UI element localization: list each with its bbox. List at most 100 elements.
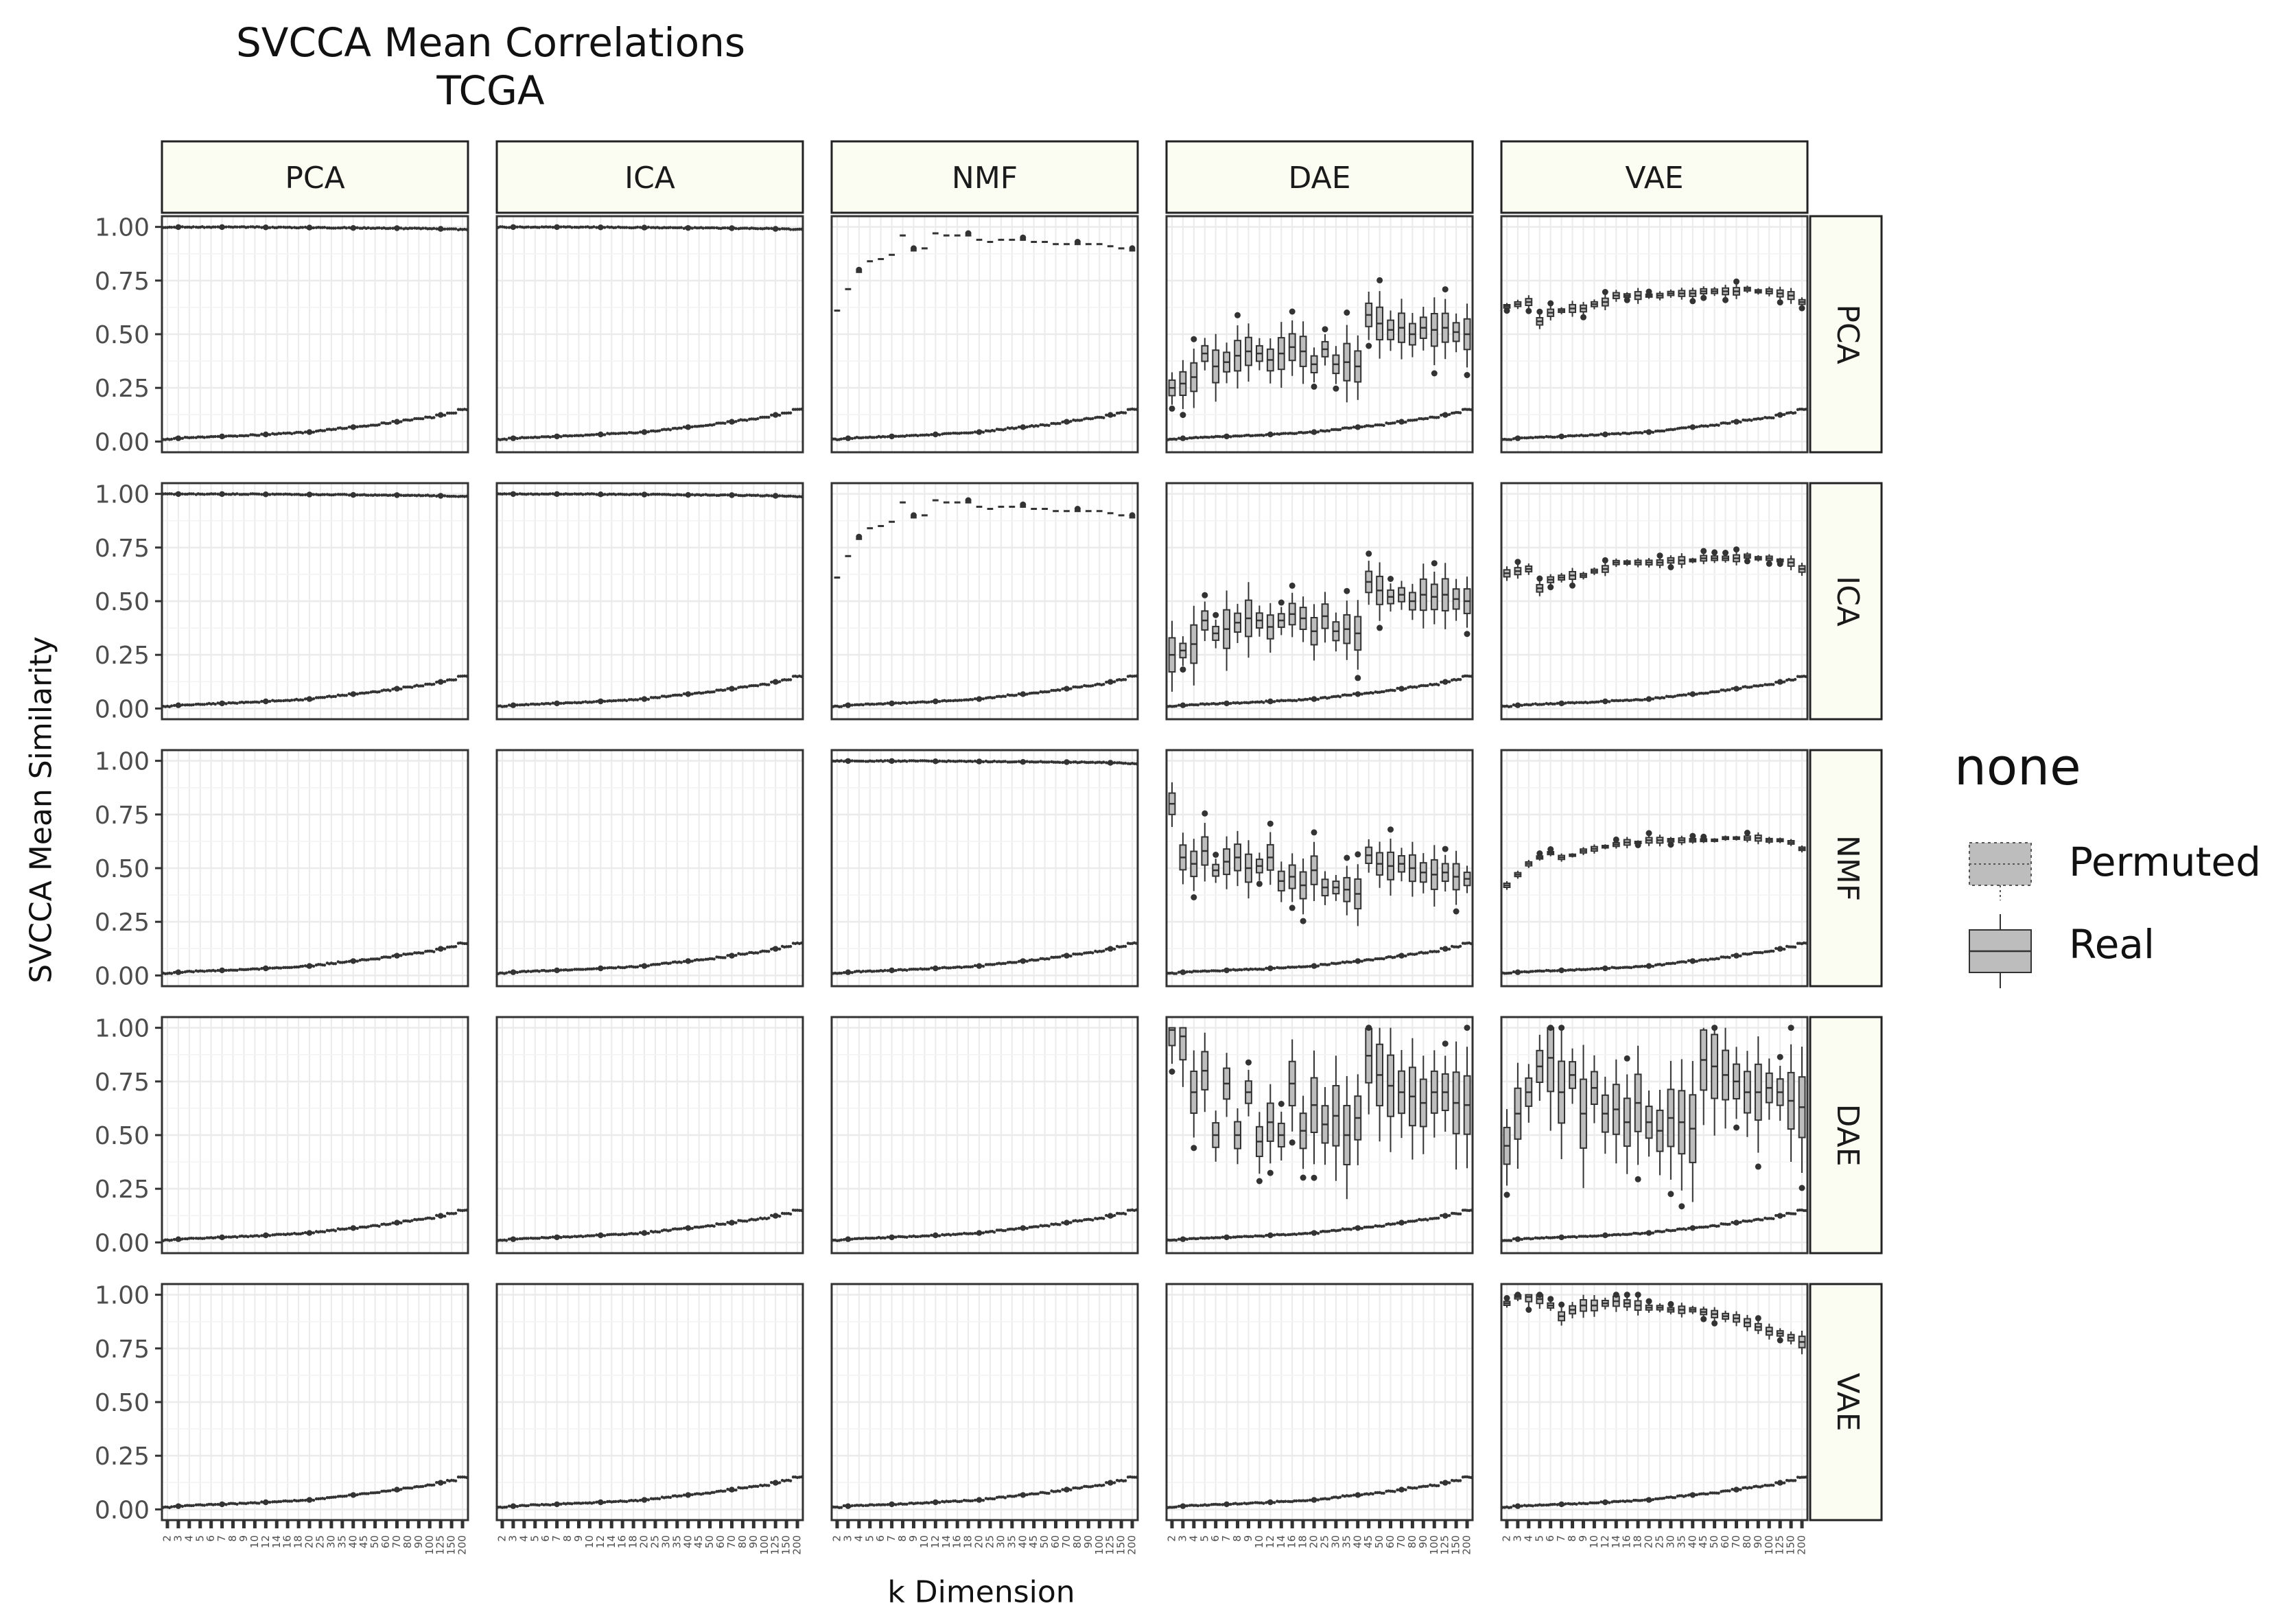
real-point	[169, 226, 174, 229]
permuted-point	[970, 965, 974, 968]
permuted-point	[603, 699, 607, 703]
permuted-point	[515, 436, 519, 441]
real-outlier	[1366, 1025, 1372, 1031]
permuted-point	[1404, 954, 1407, 958]
permuted-point	[355, 959, 359, 963]
permuted-point	[1185, 970, 1189, 974]
permuted-point	[443, 1214, 447, 1218]
permuted-point	[1761, 951, 1764, 955]
real-point	[526, 492, 530, 495]
permuted-point	[1371, 691, 1374, 695]
permuted-point	[1295, 966, 1298, 969]
permuted-point	[1284, 966, 1287, 970]
permuted-point	[1262, 968, 1265, 971]
permuted-point-outlier	[976, 963, 983, 969]
permuted-point	[778, 947, 782, 951]
real-point-outlier	[350, 492, 356, 498]
permuted-point	[1185, 1237, 1189, 1241]
permuted-point	[1750, 419, 1753, 422]
permuted-point	[1651, 964, 1655, 968]
real-point	[399, 493, 403, 497]
permuted-point	[581, 700, 585, 704]
permuted-point	[960, 431, 963, 435]
permuted-point	[1382, 1224, 1385, 1228]
permuted-point	[1393, 955, 1396, 959]
real-point	[366, 226, 370, 230]
permuted-point	[1284, 432, 1287, 435]
real-point	[1003, 760, 1007, 763]
real-point	[454, 495, 458, 498]
real-point	[970, 760, 974, 763]
permuted-point	[366, 958, 370, 961]
permuted-point	[1185, 703, 1189, 707]
real-point-outlier	[641, 491, 648, 498]
permuted-point	[344, 1227, 348, 1231]
permuted-point	[1316, 430, 1320, 434]
permuted-point	[290, 966, 294, 969]
real-point-outlier	[263, 224, 269, 231]
permuted-point	[312, 697, 316, 701]
permuted-point-outlier	[306, 1230, 313, 1236]
permuted-point	[1783, 680, 1786, 684]
permuted-point-outlier	[729, 419, 735, 425]
permuted-point-outlier	[933, 698, 939, 705]
permuted-point	[883, 968, 887, 972]
permuted-point	[734, 687, 738, 690]
real-outlier	[1777, 561, 1783, 568]
real-outlier	[1744, 558, 1750, 565]
permuted-point-outlier	[1689, 424, 1696, 430]
real-outlier	[1344, 854, 1350, 861]
real-outlier	[965, 230, 972, 237]
permuted-point	[938, 966, 941, 970]
real-point	[960, 759, 963, 763]
permuted-point	[388, 689, 392, 692]
permuted-point-outlier	[641, 1230, 648, 1236]
permuted-point	[1113, 947, 1116, 951]
real-outlier	[1180, 666, 1186, 673]
real-outlier	[1431, 370, 1438, 377]
real-outlier	[1289, 905, 1296, 911]
real-outlier	[1733, 278, 1739, 285]
permuted-point	[905, 1235, 909, 1239]
permuted-point	[839, 971, 843, 975]
permuted-point	[767, 683, 771, 686]
real-outlier	[1377, 625, 1383, 631]
real-outlier	[1442, 286, 1449, 293]
permuted-point	[992, 1231, 996, 1234]
permuted-point	[1586, 701, 1589, 705]
real-point	[646, 493, 651, 497]
permuted-point	[1426, 951, 1429, 955]
permuted-point-outlier	[1645, 429, 1652, 435]
permuted-point	[1047, 957, 1051, 961]
permuted-point	[745, 685, 749, 689]
permuted-point	[679, 961, 683, 964]
permuted-point	[268, 1234, 272, 1237]
permuted-point	[202, 436, 206, 439]
permuted-point-outlier	[1180, 435, 1186, 441]
permuted-point	[257, 701, 261, 704]
real-outlier	[1245, 1059, 1252, 1066]
permuted-point	[1520, 970, 1524, 974]
permuted-point	[548, 969, 552, 972]
permuted-point-outlier	[175, 435, 182, 441]
real-outlier	[1387, 576, 1394, 582]
permuted-point	[1706, 958, 1709, 962]
permuted-point	[592, 700, 596, 703]
real-point	[268, 493, 272, 496]
real-outlier	[1289, 1139, 1296, 1146]
permuted-point-outlier	[1442, 1213, 1449, 1219]
permuted-point	[1316, 697, 1320, 701]
permuted-point-outlier	[1355, 691, 1361, 697]
real-point	[949, 760, 952, 763]
permuted-point	[432, 950, 436, 954]
permuted-point	[366, 424, 370, 428]
permuted-point	[1305, 430, 1309, 434]
real-point	[690, 493, 694, 496]
permuted-point	[1207, 1237, 1211, 1240]
permuted-point	[526, 703, 530, 707]
permuted-point	[723, 688, 727, 692]
real-point	[432, 226, 436, 230]
permuted-point	[559, 701, 563, 705]
real-outlier	[911, 512, 917, 519]
